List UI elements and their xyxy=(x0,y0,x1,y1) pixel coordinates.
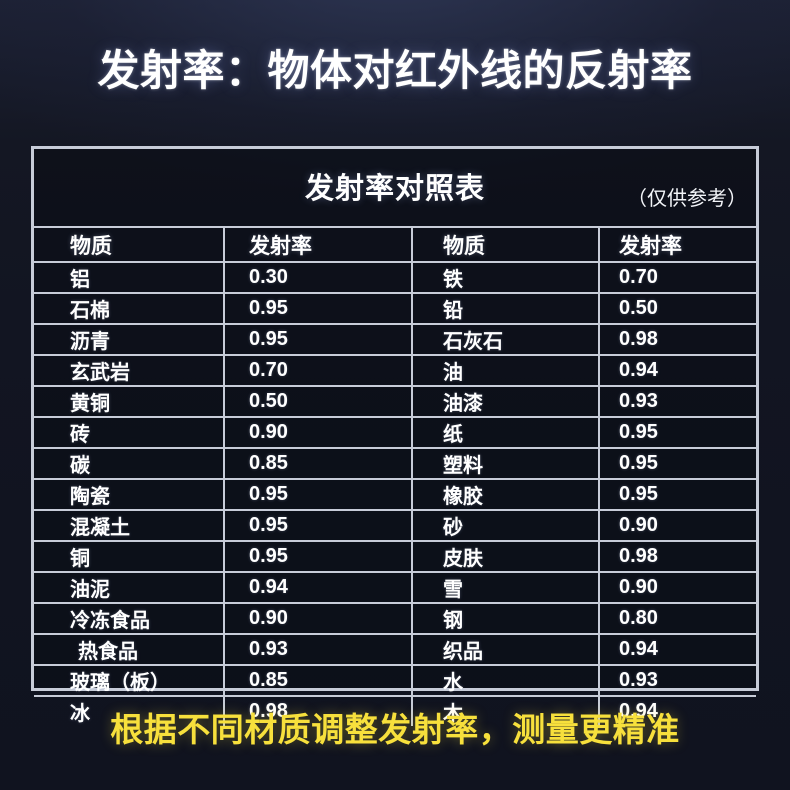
table-row: 混凝土 0.95 砂 0.90 xyxy=(34,509,756,541)
cell-substance-right: 砂 xyxy=(412,509,600,541)
cell-substance-right: 木 xyxy=(412,695,600,726)
table-title: 发射率对照表 xyxy=(304,173,485,205)
cell-substance-left: 陶瓷 xyxy=(34,478,225,510)
table-row: 碳 0.85 塑料 0.95 xyxy=(34,447,756,479)
cell-substance-left: 碳 xyxy=(34,447,225,479)
table-row: 陶瓷 0.95 橡胶 0.95 xyxy=(34,478,756,510)
cell-substance-left: 热食品 xyxy=(34,633,225,665)
table-row: 铝 0.30 铁 0.70 xyxy=(34,261,756,293)
cell-emissivity-left: 0.30 xyxy=(224,261,413,293)
cell-emissivity-left: 0.95 xyxy=(224,540,413,572)
cell-substance-left: 混凝土 xyxy=(34,509,225,541)
cell-substance-right: 钢 xyxy=(412,602,600,634)
cell-emissivity-right: 0.98 xyxy=(599,323,756,355)
cell-emissivity-left: 0.90 xyxy=(224,416,413,448)
grid-body: 铝 0.30 铁 0.70 石棉 0.95 铅 0.50 沥青 0.95 石灰石 0.98 玄武岩 0.7… xyxy=(34,261,756,726)
cell-substance-left: 砖 xyxy=(34,416,225,448)
cell-emissivity-left: 0.50 xyxy=(224,385,413,417)
cell-emissivity-left: 0.93 xyxy=(224,633,413,665)
cell-emissivity-right: 0.95 xyxy=(599,447,756,479)
footer-caption: 根据不同材质调整发射率，测量更精准 xyxy=(110,711,680,748)
cell-substance-left: 沥青 xyxy=(34,323,225,355)
cell-emissivity-right: 0.90 xyxy=(599,571,756,603)
table-row: 热食品 0.93 织品 0.94 xyxy=(34,633,756,665)
cell-emissivity-right: 0.94 xyxy=(599,695,756,726)
cell-emissivity-right: 0.90 xyxy=(599,509,756,541)
cell-substance-right: 铁 xyxy=(412,261,600,293)
cell-substance-right: 石灰石 xyxy=(412,323,600,355)
cell-substance-left: 铝 xyxy=(34,261,225,293)
grid-header: 物质 发射率 物质 发射率 xyxy=(34,226,756,262)
cell-substance-left: 玻璃（板） xyxy=(34,664,225,696)
table-row: 冰 0.98 木 0.94 xyxy=(34,695,756,726)
table-row: 玄武岩 0.70 油 0.94 xyxy=(34,354,756,386)
cell-substance-right: 油 xyxy=(412,354,600,386)
cell-substance-left: 玄武岩 xyxy=(34,354,225,386)
table-row: 砖 0.90 纸 0.95 xyxy=(34,416,756,448)
table-row: 玻璃（板） 0.85 水 0.93 xyxy=(34,664,756,696)
table-row: 冷冻食品 0.90 钢 0.80 xyxy=(34,602,756,634)
table-row: 沥青 0.95 石灰石 0.98 xyxy=(34,323,756,355)
cell-emissivity-right: 0.80 xyxy=(599,602,756,634)
cell-substance-left: 冷冻食品 xyxy=(34,602,225,634)
table-caption-band: 发射率对照表 （仅供参考） xyxy=(34,149,756,226)
cell-emissivity-right: 0.95 xyxy=(599,478,756,510)
table-row: 石棉 0.95 铅 0.50 xyxy=(34,292,756,324)
cell-emissivity-right: 0.93 xyxy=(599,664,756,696)
cell-emissivity-left: 0.95 xyxy=(224,509,413,541)
table-row: 黄铜 0.50 油漆 0.93 xyxy=(34,385,756,417)
cell-substance-right: 塑料 xyxy=(412,447,600,479)
cell-emissivity-left: 0.95 xyxy=(224,292,413,324)
cell-emissivity-right: 0.95 xyxy=(599,416,756,448)
cell-emissivity-left: 0.70 xyxy=(224,354,413,386)
cell-emissivity-right: 0.94 xyxy=(599,633,756,665)
cell-substance-right: 皮肤 xyxy=(412,540,600,572)
cell-emissivity-right: 0.98 xyxy=(599,540,756,572)
cell-substance-left: 油泥 xyxy=(34,571,225,603)
table-row: 铜 0.95 皮肤 0.98 xyxy=(34,540,756,572)
page-title: 发射率：物体对红外线的反射率 xyxy=(97,47,693,94)
cell-substance-right: 纸 xyxy=(412,416,600,448)
cell-emissivity-right: 0.50 xyxy=(599,292,756,324)
cell-emissivity-right: 0.94 xyxy=(599,354,756,386)
column-header-emissivity-right: 发射率 xyxy=(599,226,756,262)
cell-substance-left: 铜 xyxy=(34,540,225,572)
table-reference-note: （仅供参考） xyxy=(627,188,747,210)
cell-substance-left: 冰 xyxy=(34,695,225,726)
cell-emissivity-right: 0.70 xyxy=(599,261,756,293)
cell-emissivity-left: 0.85 xyxy=(224,447,413,479)
column-header-substance-left: 物质 xyxy=(34,226,225,262)
cell-substance-left: 黄铜 xyxy=(34,385,225,417)
cell-substance-right: 雪 xyxy=(412,571,600,603)
table-row: 油泥 0.94 雪 0.90 xyxy=(34,571,756,603)
cell-substance-right: 织品 xyxy=(412,633,600,665)
table-header-row: 物质 发射率 物质 发射率 xyxy=(34,226,756,262)
cell-emissivity-left: 0.94 xyxy=(224,571,413,603)
cell-emissivity-left: 0.95 xyxy=(224,478,413,510)
cell-substance-right: 铅 xyxy=(412,292,600,324)
column-header-substance-right: 物质 xyxy=(412,226,600,262)
cell-substance-right: 水 xyxy=(412,664,600,696)
cell-emissivity-left: 0.90 xyxy=(224,602,413,634)
emissivity-grid: 物质 发射率 物质 发射率 铝 0.30 铁 0.70 石棉 0.95 铅 0.50 沥青 0.9… xyxy=(34,226,756,726)
cell-emissivity-right: 0.93 xyxy=(599,385,756,417)
cell-substance-right: 油漆 xyxy=(412,385,600,417)
emissivity-table: 发射率对照表 （仅供参考） 物质 发射率 物质 发射率 铝 0.30 铁 0.70 石棉… xyxy=(31,146,759,726)
cell-emissivity-left: 0.85 xyxy=(224,664,413,696)
cell-substance-left: 石棉 xyxy=(34,292,225,324)
cell-emissivity-left: 0.98 xyxy=(224,695,413,726)
cell-emissivity-left: 0.95 xyxy=(224,323,413,355)
cell-substance-right: 橡胶 xyxy=(412,478,600,510)
column-header-emissivity-left: 发射率 xyxy=(224,226,413,262)
